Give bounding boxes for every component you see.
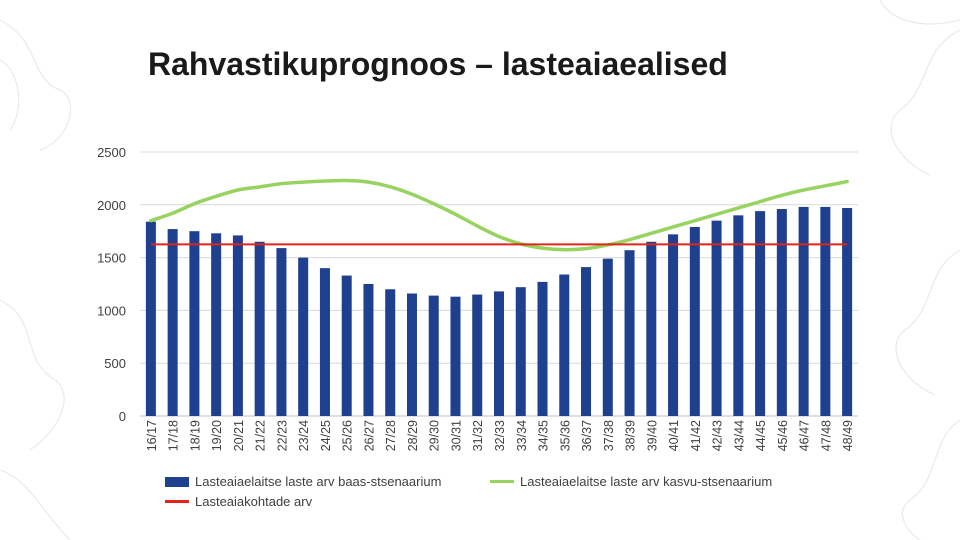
x-tick-label: 37/38 bbox=[602, 420, 616, 451]
bar bbox=[363, 284, 374, 416]
x-tick-label: 33/34 bbox=[515, 420, 529, 451]
bar bbox=[776, 209, 787, 416]
x-tick-label: 26/27 bbox=[362, 420, 376, 451]
x-tick-label: 18/19 bbox=[188, 420, 202, 451]
bar bbox=[820, 206, 831, 416]
bar bbox=[254, 241, 265, 416]
y-tick-label: 2500 bbox=[97, 145, 126, 160]
bar bbox=[450, 296, 461, 416]
y-tick-label: 0 bbox=[119, 409, 126, 424]
x-tick-label: 42/43 bbox=[711, 420, 725, 451]
bar bbox=[755, 211, 766, 416]
x-tick-label: 34/35 bbox=[537, 420, 551, 451]
x-tick-label: 23/24 bbox=[297, 420, 311, 451]
bar bbox=[341, 275, 352, 416]
legend-swatch-base bbox=[165, 476, 189, 487]
x-tick-label: 24/25 bbox=[319, 420, 333, 451]
x-tick-label: 20/21 bbox=[232, 420, 246, 451]
chart-area: 0 500 1000 1500 2000 2500 16/17 17/18 18/19 19/20… bbox=[80, 130, 875, 520]
x-tick-label: 17/18 bbox=[167, 420, 181, 451]
bar bbox=[276, 248, 287, 416]
legend-label-base: Lasteaiaelaitse laste arv baas-stsenaari… bbox=[195, 474, 442, 489]
bar bbox=[145, 221, 156, 416]
bar bbox=[711, 220, 722, 416]
x-tick-label: 30/31 bbox=[449, 420, 463, 451]
legend-swatch-capacity bbox=[165, 500, 189, 503]
bar bbox=[602, 258, 613, 416]
legend-item-capacity: Lasteaiakohtade arv bbox=[165, 494, 312, 509]
x-tick-label: 21/22 bbox=[254, 420, 268, 451]
x-tick-label: 32/33 bbox=[493, 420, 507, 451]
bar bbox=[646, 241, 657, 416]
x-tick-label: 25/26 bbox=[341, 420, 355, 451]
bar bbox=[493, 291, 505, 416]
population-forecast-chart: 0 500 1000 1500 2000 2500 16/17 17/18 18/19 19/20… bbox=[97, 145, 858, 451]
legend-item-growth: Lasteaiaelaitse laste arv kasvu-stsenaar… bbox=[490, 474, 772, 489]
y-tick-label: 1500 bbox=[97, 251, 126, 266]
bar bbox=[689, 226, 700, 416]
legend-label-capacity: Lasteaiakohtade arv bbox=[195, 494, 313, 509]
bar bbox=[798, 206, 809, 416]
y-tick-label: 2000 bbox=[97, 198, 126, 213]
bar bbox=[581, 267, 592, 416]
bar bbox=[428, 295, 439, 416]
legend-label-growth: Lasteaiaelaitse laste arv kasvu-stsenaar… bbox=[520, 474, 773, 489]
x-tick-label: 47/48 bbox=[819, 420, 833, 451]
bar bbox=[733, 215, 744, 416]
bar bbox=[472, 294, 483, 416]
bar bbox=[406, 293, 417, 416]
bar bbox=[211, 233, 222, 416]
bar bbox=[668, 234, 679, 416]
bar bbox=[232, 235, 243, 416]
x-tick-label: 19/20 bbox=[210, 420, 224, 451]
x-tick-label: 39/40 bbox=[645, 420, 659, 451]
y-tick-label: 1000 bbox=[97, 303, 126, 318]
x-tick-label: 36/37 bbox=[580, 420, 594, 451]
x-tick-label: 46/47 bbox=[798, 420, 812, 451]
x-tick-label: 27/28 bbox=[384, 420, 398, 451]
bar bbox=[559, 274, 570, 416]
bar bbox=[319, 268, 330, 416]
x-tick-label: 48/49 bbox=[841, 420, 855, 451]
bar bbox=[842, 207, 853, 416]
legend-swatch-growth bbox=[490, 480, 514, 483]
bar bbox=[385, 289, 396, 416]
x-tick-label: 35/36 bbox=[558, 420, 572, 451]
x-tick-label: 40/41 bbox=[667, 420, 681, 451]
series-line-growth bbox=[149, 178, 849, 252]
x-tick-label: 28/29 bbox=[406, 420, 420, 451]
slide-title: Rahvastikuprognoos – lasteaiaealised bbox=[148, 46, 728, 82]
x-tick-label: 44/45 bbox=[754, 420, 768, 451]
x-tick-label: 16/17 bbox=[145, 420, 159, 451]
legend-item-base: Lasteaiaelaitse laste arv baas-stsenaari… bbox=[165, 474, 441, 489]
x-tick-label: 31/32 bbox=[471, 420, 485, 451]
y-tick-label: 500 bbox=[104, 356, 126, 371]
bar bbox=[167, 229, 178, 416]
bar bbox=[298, 257, 309, 416]
x-tick-label: 38/39 bbox=[624, 420, 638, 451]
bar bbox=[624, 250, 635, 416]
x-tick-label: 29/30 bbox=[428, 420, 442, 451]
bar bbox=[537, 281, 548, 416]
bar bbox=[515, 287, 526, 416]
x-tick-label: 22/23 bbox=[275, 420, 289, 451]
bar bbox=[189, 231, 200, 416]
x-tick-label: 45/46 bbox=[776, 420, 790, 451]
x-tick-label: 41/42 bbox=[689, 420, 703, 451]
x-tick-label: 43/44 bbox=[732, 420, 746, 451]
